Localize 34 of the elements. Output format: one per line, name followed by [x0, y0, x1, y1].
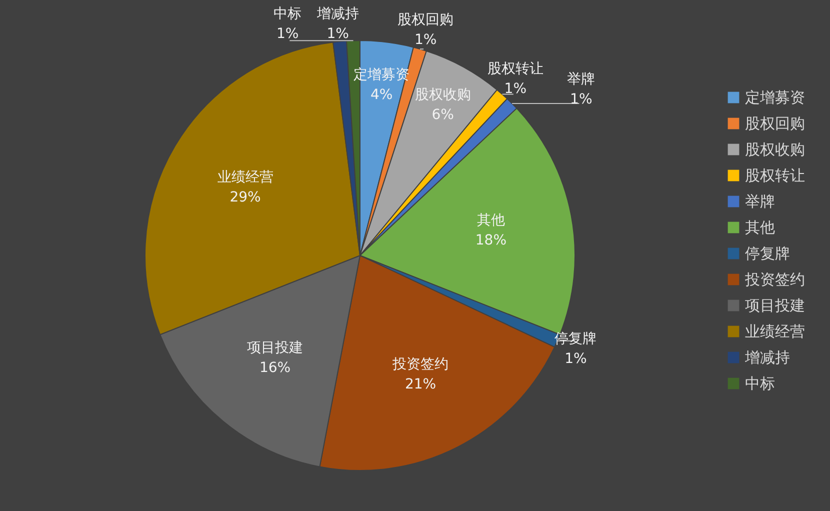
data-label: 1% [276, 26, 299, 42]
data-label: 1% [326, 26, 349, 42]
data-label: 1% [414, 32, 437, 48]
legend-label: 股权收购 [745, 140, 805, 158]
data-label: 18% [475, 232, 506, 249]
slice-label: 股权收购 [414, 86, 471, 103]
slice-label: 举牌 [567, 71, 596, 88]
slice-label: 股权转让 [487, 61, 544, 78]
slice-label: 股权回购 [398, 12, 454, 28]
slice-label: 中标 [274, 6, 302, 22]
data-label: 29% [230, 190, 261, 206]
legend-label: 举牌 [745, 192, 775, 210]
data-label: 16% [259, 360, 291, 376]
slice-label: 增减持 [316, 6, 359, 22]
legend-label: 中标 [745, 374, 775, 392]
data-label: 21% [404, 376, 436, 392]
slice-label: 其他 [476, 212, 505, 229]
slice-label: 项目投建 [247, 340, 304, 356]
data-label: 1% [564, 350, 587, 367]
data-label: 1% [504, 81, 527, 98]
data-label: 4% [370, 86, 393, 103]
legend-label: 停复牌 [745, 244, 790, 262]
legend-label: 增减持 [744, 348, 790, 366]
data-label: 6% [432, 106, 454, 123]
legend-label: 业绩经营 [745, 322, 805, 340]
legend-label: 股权转让 [745, 166, 805, 184]
legend-label: 项目投建 [745, 296, 805, 314]
legend-label: 投资签约 [744, 270, 805, 288]
slice-label: 业绩经营 [217, 170, 274, 186]
data-label: 1% [570, 91, 592, 108]
legend-label: 定增募资 [745, 88, 805, 106]
legend-label: 其他 [745, 218, 775, 236]
slice-label: 投资签约 [392, 356, 449, 372]
legend-label: 股权回购 [745, 114, 805, 132]
